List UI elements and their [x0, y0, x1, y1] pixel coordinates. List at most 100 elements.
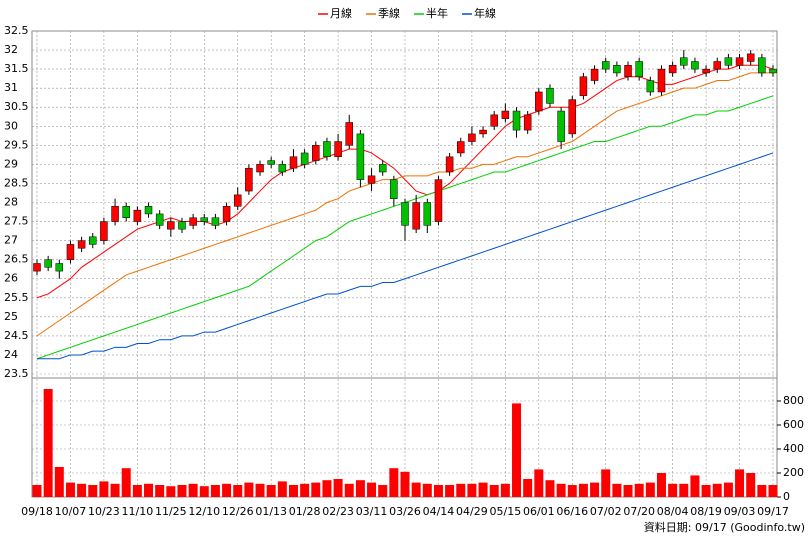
plot-frame	[31, 30, 778, 498]
y-tick-label: 30	[4, 119, 18, 132]
candle-body	[66, 244, 75, 260]
candle-body	[412, 202, 420, 230]
x-tick-label: 11/25	[155, 505, 187, 518]
candle-body	[445, 156, 454, 173]
y-tick-label: 25.5	[4, 291, 29, 304]
candle-body	[77, 240, 86, 249]
volume-bar	[277, 481, 287, 497]
ma-line	[36, 72, 773, 337]
volume-bar	[512, 403, 522, 497]
candle-body	[33, 263, 41, 272]
volume-bar	[400, 471, 410, 497]
volume-bar	[712, 483, 722, 497]
candle-body	[523, 114, 532, 131]
candle-body	[133, 209, 142, 222]
x-tick-label: 09/03	[724, 505, 756, 518]
y-tick-label: 24.5	[4, 329, 29, 342]
candle-body	[535, 91, 543, 112]
y-tick-label: 27	[4, 234, 18, 247]
volume-bar	[478, 482, 488, 497]
volume-bar	[523, 479, 533, 497]
x-tick-label: 06/16	[556, 505, 588, 518]
volume-tick-label: 800	[783, 394, 804, 407]
candle-body	[657, 68, 666, 93]
x-tick-label: 07/20	[623, 505, 655, 518]
volume-bar	[266, 485, 276, 497]
volume-bar	[88, 485, 98, 497]
volume-bar	[99, 481, 109, 497]
volume-bar	[355, 480, 365, 497]
volume-bar	[422, 483, 432, 497]
volume-bar	[590, 482, 600, 497]
candle-body	[713, 61, 721, 70]
x-tick-label: 11/10	[122, 505, 154, 518]
candle-body	[512, 110, 521, 131]
candle-body	[546, 87, 554, 104]
x-tick-label: 05/15	[490, 505, 522, 518]
candle-body	[401, 202, 409, 226]
candle-body	[178, 221, 186, 230]
candle-body	[680, 57, 688, 66]
volume-bar	[656, 473, 666, 497]
volume-bar	[445, 485, 455, 497]
legend-label: 季線	[378, 6, 400, 20]
volume-bar	[322, 480, 332, 497]
y-tick-label: 31	[4, 81, 18, 94]
volume-bar	[155, 485, 165, 497]
x-tick-label: 10/23	[88, 505, 120, 518]
candle-body	[289, 156, 298, 169]
y-tick-label: 26	[4, 272, 18, 285]
volume-bar	[489, 485, 499, 497]
volume-bar	[456, 483, 466, 497]
volume-bar	[411, 482, 421, 497]
candle-body	[557, 110, 565, 142]
volume-bar	[54, 467, 64, 497]
volume-bar	[567, 485, 577, 497]
x-tick-label: 09/17	[757, 505, 789, 518]
candle-body	[501, 110, 510, 119]
volume-tick-label: 200	[783, 466, 804, 479]
volume-bar	[233, 485, 243, 497]
x-tick-label: 07/02	[590, 505, 622, 518]
volume-bar	[701, 485, 711, 497]
volume-bar	[612, 483, 622, 497]
volume-bar	[132, 485, 142, 497]
volume-bar	[43, 389, 53, 497]
candle-body	[490, 114, 498, 127]
candle-body	[568, 99, 577, 135]
candle-body	[624, 65, 632, 77]
legend-label: 年線	[474, 6, 496, 20]
x-tick-label: 02/23	[322, 505, 354, 518]
candle-body	[189, 217, 197, 226]
x-tick-label: 03/26	[389, 505, 421, 518]
candle-body	[345, 122, 353, 146]
volume-bar	[333, 479, 343, 497]
candle-body	[378, 164, 387, 173]
candle-body	[746, 53, 755, 62]
volume-bar	[77, 483, 87, 497]
volume-bar	[690, 475, 700, 497]
candle-body	[267, 160, 275, 165]
candle-body	[590, 68, 599, 81]
candle-body	[155, 213, 164, 226]
candle-body	[334, 141, 342, 158]
volume-bar	[199, 486, 209, 497]
volume-bar	[188, 483, 198, 497]
candle-body	[211, 217, 220, 226]
x-tick-label: 01/28	[289, 505, 321, 518]
volume-bar	[578, 483, 588, 497]
x-tick-label: 01/13	[255, 505, 287, 518]
volume-bar	[467, 483, 477, 497]
candle-body	[111, 206, 119, 222]
volume-bar	[144, 483, 154, 497]
x-tick-label: 09/18	[21, 505, 53, 518]
candle-body	[434, 179, 443, 222]
candle-body	[312, 145, 320, 161]
legend-label: 月線	[330, 6, 352, 20]
candle-body	[89, 236, 97, 245]
candle-body	[635, 61, 643, 77]
candle-body	[423, 202, 432, 226]
candle-body	[735, 57, 744, 66]
volume-bar	[121, 468, 131, 497]
